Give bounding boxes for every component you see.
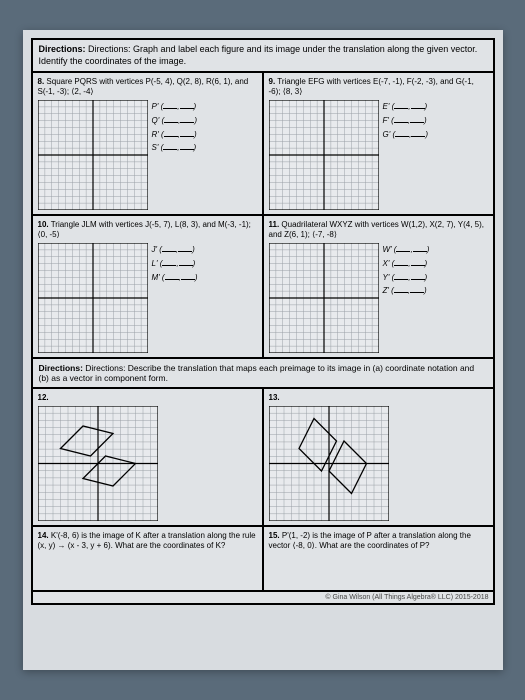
q11-grid-area: W' (,) X' (,) Y' (,) Z' (,): [269, 243, 488, 353]
q14-text: 14. K'(-8, 6) is the image of K after a …: [38, 531, 257, 551]
page: Directions: Directions: Graph and label …: [23, 30, 503, 670]
row-12-13: 12. 13.: [33, 389, 493, 527]
q9-grid-area: E' (,) F' (,) G' (,): [269, 100, 488, 210]
q8-grid-area: P' (,) Q' (,) R' (,) S' (,): [38, 100, 257, 210]
directions-label: Directions:: [39, 44, 86, 54]
q11-num: 11.: [269, 220, 280, 229]
row-8-9: 8. Square PQRS with vertices P(-5, 4), Q…: [33, 73, 493, 216]
q12-num: 12.: [38, 393, 49, 402]
q12-cell: 12.: [33, 389, 262, 525]
q10-num: 10.: [38, 220, 49, 229]
q15-num: 15.: [269, 531, 280, 540]
q11-text: 11. Quadrilateral WXYZ with vertices W(1…: [269, 220, 488, 240]
q10-grid: [38, 243, 148, 353]
q10-text: 10. Triangle JLM with vertices J(-5, 7),…: [38, 220, 257, 240]
q11-body: Quadrilateral WXYZ with vertices W(1,2),…: [269, 220, 485, 239]
q8-l3: S': [152, 143, 159, 152]
q10-l2: M': [152, 273, 160, 282]
q8-l2: R': [152, 130, 159, 139]
row-14-15: 14. K'(-8, 6) is the image of K after a …: [33, 527, 493, 592]
q8-text: 8. Square PQRS with vertices P(-5, 4), Q…: [38, 77, 257, 97]
q14-body: K'(-8, 6) is the image of K after a tran…: [38, 531, 256, 550]
directions-text: Directions: Graph and label each figure …: [39, 44, 478, 66]
q9-cell: 9. Triangle EFG with vertices E(-7, -1),…: [262, 73, 493, 214]
q13-cell: 13.: [262, 389, 493, 525]
section-dir-text: Directions: Describe the translation tha…: [39, 363, 475, 383]
q8-cell: 8. Square PQRS with vertices P(-5, 4), Q…: [33, 73, 262, 214]
q11-cell: 11. Quadrilateral WXYZ with vertices W(1…: [262, 216, 493, 357]
q8-l1: Q': [152, 116, 160, 125]
q10-l1: L': [152, 259, 158, 268]
q10-grid-area: J' (,) L' (,) M' (,): [38, 243, 257, 353]
q11-blanks: W' (,) X' (,) Y' (,) Z' (,): [383, 243, 430, 297]
q9-num: 9.: [269, 77, 276, 86]
row-10-11: 10. Triangle JLM with vertices J(-5, 7),…: [33, 216, 493, 359]
q9-l1: F': [383, 116, 389, 125]
q10-body: Triangle JLM with vertices J(-5, 7), L(8…: [38, 220, 251, 239]
directions: Directions: Directions: Graph and label …: [33, 40, 493, 73]
q10-cell: 10. Triangle JLM with vertices J(-5, 7),…: [33, 216, 262, 357]
q8-num: 8.: [38, 77, 45, 86]
q9-blanks: E' (,) F' (,) G' (,): [383, 100, 429, 141]
q9-l2: G': [383, 130, 391, 139]
q9-l0: E': [383, 102, 390, 111]
q8-blanks: P' (,) Q' (,) R' (,) S' (,): [152, 100, 198, 154]
q15-cell: 15. P'(1, -2) is the image of P after a …: [262, 527, 493, 590]
footer: © Gina Wilson (All Things Algebra® LLC) …: [33, 592, 493, 603]
q11-l3: Z': [383, 286, 389, 295]
q11-l2: Y': [383, 273, 390, 282]
q8-body: Square PQRS with vertices P(-5, 4), Q(2,…: [38, 77, 249, 96]
q15-body: P'(1, -2) is the image of P after a tran…: [269, 531, 471, 550]
q11-l1: X': [383, 259, 390, 268]
q15-text: 15. P'(1, -2) is the image of P after a …: [269, 531, 488, 551]
q11-grid: [269, 243, 379, 353]
q10-l0: J': [152, 245, 158, 254]
q13-num: 13.: [269, 393, 280, 402]
q9-body: Triangle EFG with vertices E(-7, -1), F(…: [269, 77, 474, 96]
q9-grid: [269, 100, 379, 210]
q11-l0: W': [383, 245, 392, 254]
q14-cell: 14. K'(-8, 6) is the image of K after a …: [33, 527, 262, 590]
section-dir-label: Directions:: [39, 363, 83, 373]
q13-grid: [269, 406, 389, 521]
q14-num: 14.: [38, 531, 49, 540]
q9-text: 9. Triangle EFG with vertices E(-7, -1),…: [269, 77, 488, 97]
q10-blanks: J' (,) L' (,) M' (,): [152, 243, 198, 284]
q8-grid: [38, 100, 148, 210]
worksheet: Directions: Directions: Graph and label …: [31, 38, 495, 605]
q8-l0: P': [152, 102, 159, 111]
section-directions: Directions: Directions: Describe the tra…: [33, 359, 493, 389]
q12-grid: [38, 406, 158, 521]
